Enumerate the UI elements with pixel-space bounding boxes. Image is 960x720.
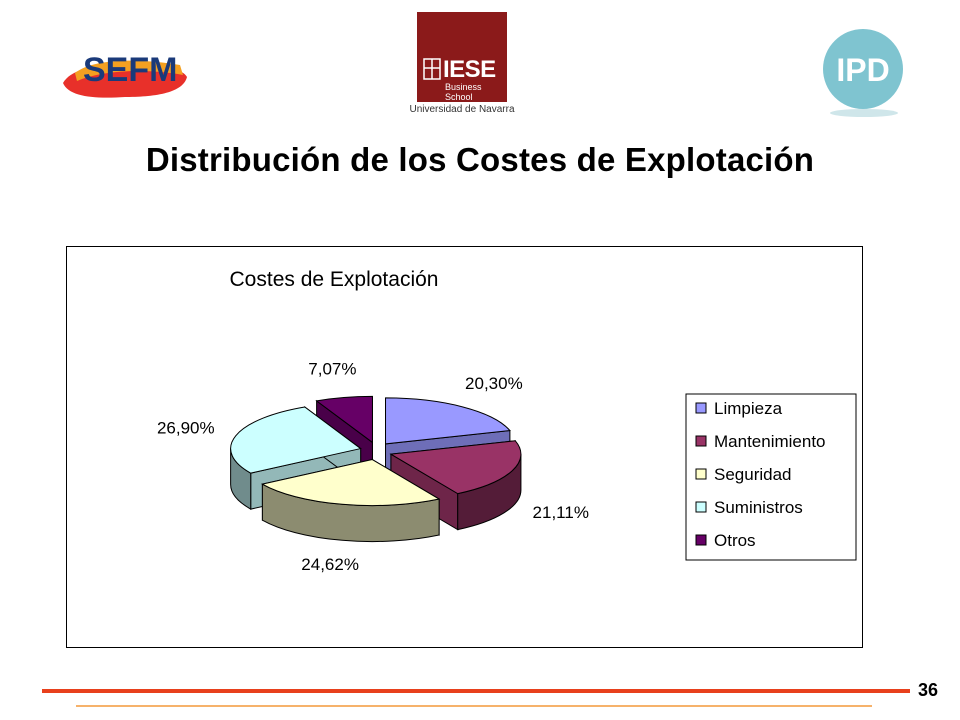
- data-label-suministros: 26,90%: [157, 418, 215, 437]
- legend-swatch-seguridad: [695, 468, 707, 480]
- iese-logo-caption: Universidad de Navarra: [409, 104, 515, 115]
- ipd-logo-text: IPD: [836, 52, 889, 88]
- legend-entry-mantenimiento: Mantenimiento: [714, 432, 826, 451]
- iese-logo: IESE Business School: [417, 12, 507, 102]
- data-label-otros: 7,07%: [308, 359, 356, 378]
- page-title: Distribución de los Costes de Explotació…: [145, 141, 815, 178]
- iese-shield-icon: [423, 58, 441, 80]
- footer-line-primary: [42, 689, 910, 693]
- slice-labels: 20,30% 21,11% 24,62% 26,90% 7,07%: [157, 359, 589, 574]
- chart-legend: Limpieza Mantenimiento Seguridad Suministro…: [685, 393, 857, 561]
- data-label-seguridad: 24,62%: [301, 555, 359, 574]
- legend-entry-limpieza: Limpieza: [714, 399, 783, 418]
- chart-title: Costes de Explotación: [230, 268, 439, 291]
- pie-slice-mantenimiento: [389, 440, 522, 531]
- sefm-logo-text: SEFM: [83, 51, 177, 89]
- legend-swatch-otros: [695, 534, 707, 546]
- footer-line-secondary: [76, 705, 872, 707]
- legend-entry-otros: Otros: [714, 531, 756, 550]
- data-label-mantenimiento: 21,11%: [533, 503, 589, 522]
- pie-slice-seguridad: [261, 458, 441, 543]
- pie-chart: Costes de Explotación 20,30% 21,11% 24,62%…: [157, 268, 857, 574]
- pie-group: [230, 395, 522, 543]
- sefm-logo: SEFM: [63, 51, 187, 98]
- legend-swatch-mantenimiento: [695, 435, 707, 447]
- iese-logo-text: IESE: [443, 56, 496, 83]
- ipd-logo: IPD: [823, 29, 903, 117]
- data-label-limpieza: 20,30%: [465, 374, 523, 393]
- iese-logo-subtext: Business School: [445, 82, 482, 102]
- legend-swatch-suministros: [695, 501, 707, 513]
- page-number: 36: [918, 680, 939, 700]
- legend-entry-seguridad: Seguridad: [714, 465, 792, 484]
- legend-entry-suministros: Suministros: [714, 498, 803, 517]
- legend-swatch-limpieza: [695, 402, 707, 414]
- legend-box: [685, 393, 857, 561]
